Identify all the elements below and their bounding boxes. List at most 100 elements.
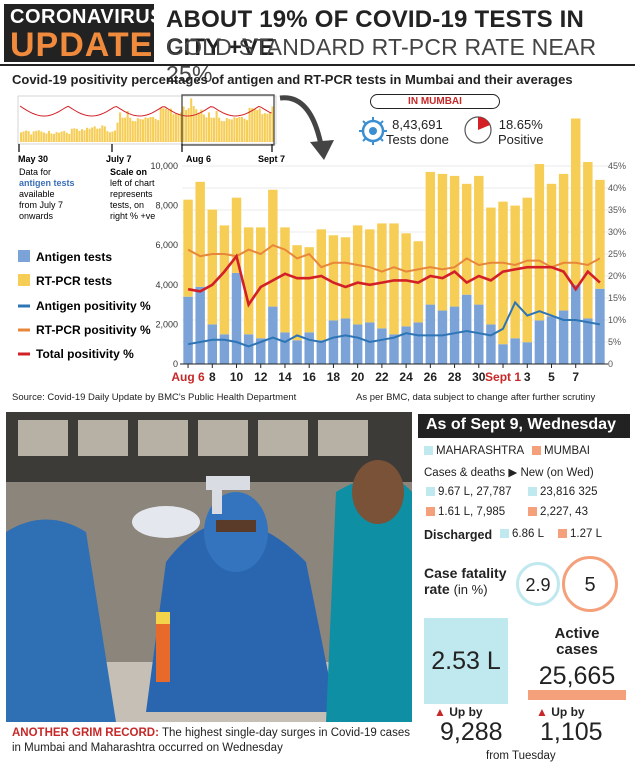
mini-bar xyxy=(58,132,61,142)
mini-bar xyxy=(154,118,157,142)
y-right-tick-label: 0 xyxy=(608,359,613,369)
active-mum-bar xyxy=(528,690,626,700)
y-right-tick-label: 40% xyxy=(608,183,626,193)
mini-bar xyxy=(113,130,117,142)
mini-bar xyxy=(147,118,150,142)
mini-bar xyxy=(190,98,193,142)
legend-swatch-antigen-tests xyxy=(18,250,30,262)
x-tick-label: 14 xyxy=(278,370,292,384)
subhead: GOLD STANDARD RT-PCR RATE NEAR 25% xyxy=(166,34,597,87)
bar-antigen xyxy=(231,272,242,364)
brand-line2: UPDATE xyxy=(10,26,154,64)
mini-bar xyxy=(129,117,132,142)
cfr-label: Case fatality rate (in %) xyxy=(424,565,506,598)
mum-new: 2,227, 43 xyxy=(528,506,588,518)
mini-bar xyxy=(192,106,195,142)
mini-bar xyxy=(124,117,127,142)
mini-bar xyxy=(86,127,89,142)
bar-rtpcr xyxy=(486,207,496,325)
y-left-tick-label: 6,000 xyxy=(155,240,178,250)
bar-antigen xyxy=(437,310,448,364)
legend-antigen-pct: Antigen positivity % xyxy=(36,299,151,313)
mini-chart: May 30 Data for antigen tests available … xyxy=(17,94,334,221)
legend-mum: MUMBAI xyxy=(532,445,590,457)
x-tick-label: 3 xyxy=(524,370,531,384)
bar-antigen xyxy=(183,296,193,364)
mini-bar xyxy=(261,114,264,142)
mini-bar xyxy=(187,108,190,142)
mini-bar xyxy=(27,131,30,142)
bar-rtpcr xyxy=(268,189,278,307)
x-tick-label: 22 xyxy=(375,370,389,384)
cfr-label-a: Case fatality xyxy=(424,565,507,581)
mini-note-d: from July 7 xyxy=(19,200,63,210)
legend-mum-label: MUMBAI xyxy=(544,445,590,457)
bar-rtpcr xyxy=(304,247,314,333)
bar-rtpcr xyxy=(449,175,460,307)
bar-rtpcr xyxy=(183,199,193,297)
mum-cases-value: 1.61 L, 7,985 xyxy=(438,506,506,518)
bar-antigen xyxy=(256,338,266,364)
bar-antigen xyxy=(352,324,363,364)
bar-antigen xyxy=(268,306,278,364)
mini-bar xyxy=(159,107,162,142)
mini-bar xyxy=(103,126,106,142)
mini-bar xyxy=(42,132,45,142)
cfr-mh: 2.9 xyxy=(516,562,560,606)
cfr-mum: 5 xyxy=(562,556,618,612)
mh-new-value: 23,816 325 xyxy=(540,486,598,498)
mini-bar xyxy=(235,118,238,142)
up-by-text: Up by xyxy=(449,705,483,719)
x-tick-label: 20 xyxy=(351,370,365,384)
mini-bar xyxy=(243,118,246,142)
bar-rtpcr xyxy=(352,225,363,325)
mini-bar xyxy=(253,108,256,142)
bar-antigen xyxy=(207,324,218,364)
legend-total-pct: Total positivity % xyxy=(36,347,134,361)
line-total-positivity- xyxy=(187,253,601,308)
swatch-mh xyxy=(528,487,537,497)
bar-antigen xyxy=(425,304,436,364)
mini-bar xyxy=(37,130,40,142)
mini-bar xyxy=(108,132,111,142)
bar-antigen xyxy=(583,318,593,364)
bar-antigen xyxy=(522,342,532,364)
mini-bar xyxy=(210,117,213,142)
mini-bar xyxy=(121,117,124,142)
bar-rtpcr xyxy=(583,162,593,319)
bar-rtpcr xyxy=(522,197,532,343)
mini-bar xyxy=(78,130,81,142)
cases-deaths-label: Cases & deaths ▶ New (on Wed) xyxy=(424,465,594,479)
legend-rtpcr-pct: RT-PCR positivity % xyxy=(36,323,151,337)
mini-bar xyxy=(197,112,200,142)
bar-rtpcr xyxy=(207,209,218,325)
mini-bar xyxy=(233,117,236,142)
up-by-text: Up by xyxy=(551,705,585,719)
swatch-mum xyxy=(426,507,435,517)
mh-cases: 9.67 L, 27,787 xyxy=(426,486,512,498)
swatch-mh xyxy=(500,529,509,539)
mini-bar xyxy=(164,108,167,142)
swatch-mum xyxy=(558,529,567,539)
mini-bar xyxy=(70,128,73,142)
mini-bar xyxy=(22,131,25,142)
virus-icon xyxy=(359,117,387,145)
y-right-tick-label: 10% xyxy=(608,315,626,325)
mini-bar xyxy=(35,130,38,142)
tests-done: 8,43,691 Tests done xyxy=(386,117,449,147)
brand-block: CORONAVIRUS UPDATE xyxy=(4,4,164,64)
mini-bar xyxy=(185,109,188,142)
mini-bar xyxy=(88,128,91,142)
y-right-tick-label: 5% xyxy=(608,337,621,347)
mh-discharged-value: 6.86 L xyxy=(512,528,544,540)
bar-rtpcr xyxy=(280,227,290,333)
testing-photo xyxy=(6,412,412,722)
panel-title: As of Sept 9, Wednesday xyxy=(418,414,630,438)
mini-bar xyxy=(240,117,244,142)
x-tick-label: 24 xyxy=(399,370,413,384)
mini-bar xyxy=(263,113,266,142)
mini-bar xyxy=(248,107,251,142)
bar-rtpcr xyxy=(231,197,242,273)
mini-bar xyxy=(172,114,175,142)
mini-bar xyxy=(207,112,210,142)
